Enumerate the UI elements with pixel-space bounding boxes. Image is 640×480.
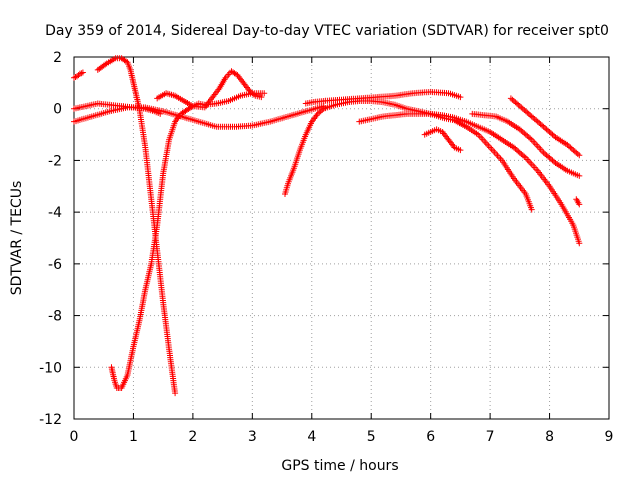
y-tick-label: -12 — [39, 412, 62, 428]
series-arc-13 — [573, 196, 583, 208]
x-tick-label: 1 — [129, 429, 138, 445]
x-tick-label: 5 — [367, 429, 376, 445]
y-axis-label: SDTVAR / TECUs — [9, 181, 25, 296]
data-point-markers — [507, 95, 583, 159]
axis-ticks: 0 1 2 3 4 5 6 7 8 9 2 0 -2 -4 -6 -8 -10 -12 — [39, 50, 613, 445]
data-point-markers — [469, 110, 583, 179]
data-point-markers — [302, 88, 464, 107]
series-arc-8 — [302, 88, 464, 107]
x-tick-label: 7 — [486, 429, 495, 445]
y-tick-label: -6 — [48, 257, 62, 273]
data-point-markers — [108, 90, 268, 391]
x-axis-label: GPS time / hours — [281, 458, 398, 474]
series-arc-9 — [356, 110, 583, 247]
series-arc-10 — [421, 126, 464, 154]
x-tick-label: 4 — [307, 429, 316, 445]
series-arc-2 — [71, 69, 86, 81]
y-tick-label: -10 — [39, 360, 62, 376]
data-point-markers — [71, 103, 327, 130]
data-point-markers — [356, 110, 583, 247]
y-tick-label: -8 — [48, 309, 62, 325]
data-point-markers — [573, 196, 583, 208]
chart-title: Day 359 of 2014, Sidereal Day-to-day VTE… — [45, 23, 609, 39]
x-tick-label: 3 — [248, 429, 257, 445]
data-points — [71, 55, 583, 397]
y-tick-label: -2 — [48, 153, 62, 169]
series-arc-4 — [108, 90, 268, 391]
series-arc-12 — [507, 95, 583, 159]
data-point-markers — [421, 126, 464, 154]
data-point-markers — [71, 69, 86, 81]
series-arc-11 — [469, 110, 583, 179]
plot-frame — [73, 56, 610, 420]
x-tick-label: 2 — [188, 429, 197, 445]
y-tick-label: -4 — [48, 205, 62, 221]
y-tick-label: 2 — [53, 50, 62, 66]
series-arc-6 — [71, 103, 327, 130]
data-point-markers — [154, 68, 265, 111]
y-tick-label: 0 — [53, 102, 62, 118]
x-tick-label: 0 — [70, 429, 79, 445]
x-tick-label: 8 — [545, 429, 554, 445]
x-tick-label: 9 — [605, 429, 614, 445]
x-tick-label: 6 — [426, 429, 435, 445]
series-arc-5 — [154, 68, 265, 111]
